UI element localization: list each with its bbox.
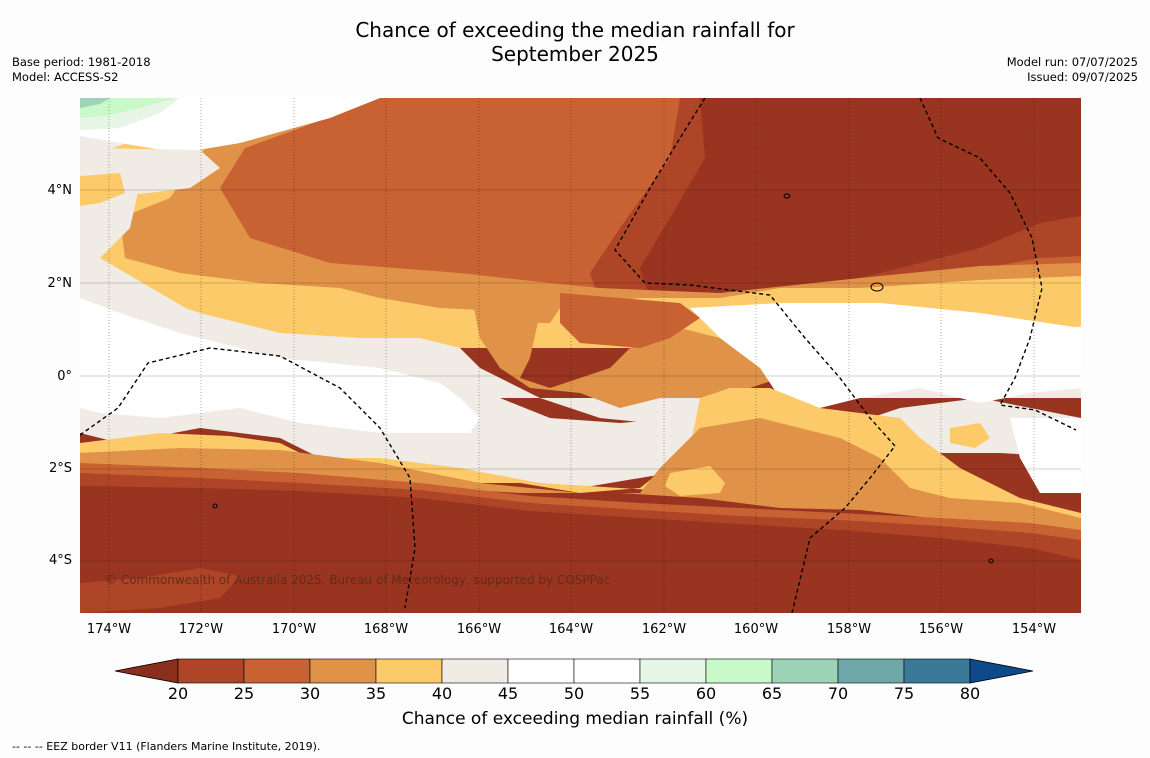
colorbar-segment xyxy=(309,658,377,684)
north-band-35 xyxy=(80,98,1081,328)
colorbar-title: Chance of exceeding median rainfall (%) xyxy=(401,709,749,729)
upper-teal xyxy=(80,98,110,108)
south-band-35 xyxy=(80,418,1081,538)
colorbar-tick-50: 50 xyxy=(563,684,585,703)
north-left-yellow xyxy=(80,173,125,206)
east-white-south xyxy=(1010,418,1081,493)
map-title-line-1: Chance of exceeding the median rainfall … xyxy=(355,18,795,42)
central-tongue-35 xyxy=(470,288,780,408)
colorbar-tick-45: 45 xyxy=(497,684,519,703)
graticule xyxy=(80,189,1081,562)
colorbar-tick-80: 80 xyxy=(959,684,981,703)
colorbar-segment xyxy=(441,658,509,684)
meta-left: Base period: 1981-2018 Model: ACCESS-S2 xyxy=(12,55,151,85)
colorbar-tick-55: 55 xyxy=(629,684,651,703)
lat-label-0: 0° xyxy=(57,369,72,384)
model-name: Model: ACCESS-S2 xyxy=(12,70,119,84)
colorbar xyxy=(114,658,1037,684)
lat-label-4s: 4°S xyxy=(48,553,72,568)
upper-light-green xyxy=(80,98,175,118)
east-white xyxy=(690,303,1081,408)
colorbar-segment xyxy=(177,658,245,684)
colorbar-svg xyxy=(114,658,1034,684)
lon-label-162w: 162°W xyxy=(641,622,687,637)
colorbar-segment xyxy=(243,658,311,684)
colorbar-tick-65: 65 xyxy=(761,684,783,703)
central-tongue-30 xyxy=(560,293,700,348)
southwest-patch xyxy=(80,568,240,613)
meta-right: Model run: 07/07/2025 Issued: 09/07/2025 xyxy=(1007,55,1138,85)
eez-footnote: -- -- -- EEZ border V11 (Flanders Marine… xyxy=(12,740,321,753)
lon-label-160w: 160°W xyxy=(733,622,779,637)
map-title: Chance of exceeding the median rainfall … xyxy=(0,18,1150,66)
colorbar-segment xyxy=(705,658,773,684)
island-2 xyxy=(870,282,884,292)
lon-label-170w: 170°W xyxy=(271,622,317,637)
colorbar-extend-high xyxy=(969,658,1034,684)
eez-border-northeast xyxy=(919,98,1077,431)
colorbar-tick-30: 30 xyxy=(299,684,321,703)
issued-date: Issued: 09/07/2025 xyxy=(1027,70,1138,84)
lon-label-156w: 156°W xyxy=(918,622,964,637)
copyright-notice: © Commonwealth of Australia 2025, Bureau… xyxy=(105,573,611,587)
islands xyxy=(212,193,994,564)
island-4 xyxy=(988,558,994,564)
colorbar-segment xyxy=(573,658,641,684)
lon-label-166w: 166°W xyxy=(456,622,502,637)
eez-border-north xyxy=(614,98,896,613)
colorbar-segment xyxy=(507,658,575,684)
colorbar-tick-70: 70 xyxy=(827,684,849,703)
south-yellow-patch xyxy=(665,466,725,496)
lon-label-154w: 154°W xyxy=(1011,622,1057,637)
colorbar-extend-low xyxy=(114,658,179,684)
map-title-line-2: September 2025 xyxy=(491,42,659,66)
colorbar-tick-40: 40 xyxy=(431,684,453,703)
equator-white xyxy=(80,298,480,433)
lon-label-174w: 174°W xyxy=(86,622,132,637)
model-run-date: Model run: 07/07/2025 xyxy=(1006,55,1138,69)
east-yellow-patch xyxy=(950,423,990,448)
colorbar-tick-75: 75 xyxy=(893,684,915,703)
colorbar-segment xyxy=(639,658,707,684)
lat-label-4n: 4°N xyxy=(47,183,73,198)
island-3 xyxy=(212,503,218,509)
colorbar-segment xyxy=(375,658,443,684)
colorbar-tick-60: 60 xyxy=(695,684,717,703)
south-band-25 xyxy=(80,473,1081,560)
eez-border-southwest xyxy=(80,347,416,609)
eez-borders xyxy=(80,98,1077,613)
colorbar-tick-20: 20 xyxy=(167,684,189,703)
rainfall-map xyxy=(80,98,1081,613)
colorbar-segment xyxy=(837,658,905,684)
lon-label-168w: 168°W xyxy=(363,622,409,637)
lat-label-2n: 2°N xyxy=(47,276,73,291)
colorbar-tick-25: 25 xyxy=(233,684,255,703)
colorbar-segment xyxy=(771,658,839,684)
lat-label-2s: 2°S xyxy=(48,461,72,476)
colorbar-segment xyxy=(903,658,971,684)
lon-label-164w: 164°W xyxy=(548,622,594,637)
lon-label-158w: 158°W xyxy=(826,622,872,637)
north-band-30 xyxy=(80,98,1081,310)
island-1 xyxy=(783,193,791,199)
lon-label-172w: 172°W xyxy=(178,622,224,637)
base-period: Base period: 1981-2018 xyxy=(12,55,151,69)
graticule-meridians xyxy=(108,98,1035,613)
rainfall-map-svg xyxy=(80,98,1081,613)
colorbar-tick-35: 35 xyxy=(365,684,387,703)
